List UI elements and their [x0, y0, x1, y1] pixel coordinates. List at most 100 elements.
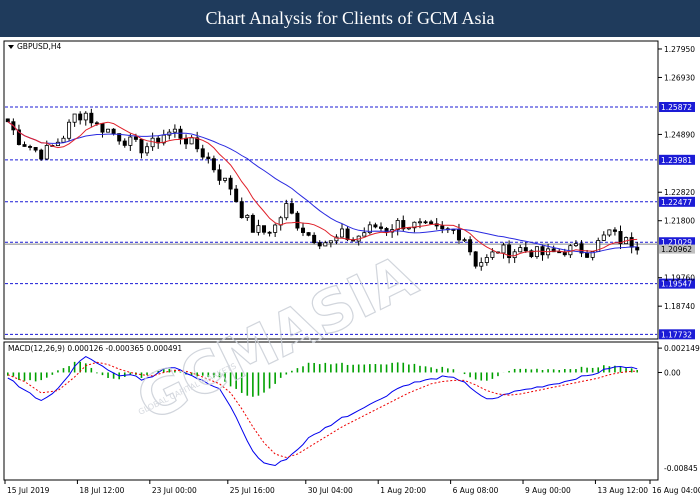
- ma-slow-line: [7, 121, 638, 254]
- candle: [523, 247, 528, 252]
- candle: [378, 226, 383, 229]
- y-tick-label: 1.27950: [664, 45, 695, 54]
- candle: [440, 225, 445, 230]
- macd-layer: [6, 356, 639, 467]
- candle: [100, 123, 105, 133]
- symbol-header: GBPUSD,H4: [8, 42, 62, 51]
- candle: [612, 229, 617, 232]
- candle: [128, 136, 133, 146]
- candle: [501, 244, 506, 254]
- candle: [22, 144, 27, 147]
- candle: [217, 169, 222, 181]
- candle: [106, 128, 111, 133]
- macd-signal-line: [7, 361, 638, 459]
- candle: [223, 177, 228, 181]
- candle: [250, 214, 255, 233]
- current-price-tag: [659, 244, 695, 254]
- candle: [295, 212, 300, 229]
- y-tick-label: 1.26930: [664, 73, 695, 82]
- macd-panel[interactable]: [3, 341, 659, 481]
- y-tick-label: 1.18740: [664, 302, 695, 311]
- candle: [161, 134, 166, 144]
- x-tick-label: 15 Jul 2019: [7, 486, 50, 495]
- level-tag: [659, 237, 695, 248]
- candle: [234, 188, 239, 203]
- price-panel[interactable]: [3, 40, 659, 340]
- candle: [629, 237, 634, 248]
- candle: [267, 231, 272, 234]
- candle: [423, 221, 428, 224]
- candle: [172, 128, 177, 133]
- candle: [145, 146, 150, 154]
- candle: [373, 224, 378, 228]
- candle: [323, 242, 328, 247]
- candle: [507, 244, 512, 259]
- candle: [67, 121, 72, 139]
- candle: [462, 239, 467, 242]
- level-label: 1.21029: [661, 238, 692, 247]
- macd-y-tick-label: 0.002149: [664, 344, 700, 353]
- candle: [206, 156, 211, 160]
- candle: [178, 128, 183, 139]
- candle: [585, 252, 590, 258]
- candle: [490, 251, 495, 258]
- candle: [345, 228, 350, 241]
- level-tag: [659, 278, 695, 289]
- symbol-label: GBPUSD,H4: [17, 42, 62, 51]
- candle: [133, 136, 138, 140]
- x-tick-label: 16 Aug 04:00: [652, 486, 700, 495]
- candle: [78, 113, 83, 121]
- candle: [89, 112, 94, 124]
- candle: [195, 137, 200, 150]
- y-tick-label: 1.19760: [664, 274, 695, 283]
- candle: [417, 221, 422, 224]
- candle: [211, 158, 216, 171]
- y-tick-label: 1.24890: [664, 130, 695, 139]
- candle: [5, 118, 10, 123]
- candle: [245, 214, 250, 219]
- candle: [72, 113, 77, 123]
- page-title: Chart Analysis for Clients of GCM Asia: [205, 8, 495, 28]
- candle: [456, 229, 461, 241]
- candle: [540, 246, 545, 256]
- candle: [601, 234, 606, 241]
- candle: [479, 262, 484, 267]
- x-tick-label: 18 Jul 12:00: [79, 486, 124, 495]
- candle: [412, 221, 417, 229]
- candle: [39, 149, 44, 160]
- current-price-label: 1.20962: [661, 245, 692, 254]
- candle: [117, 133, 122, 142]
- candle: [579, 243, 584, 254]
- dropdown-triangle-icon[interactable]: [8, 45, 14, 49]
- candle: [33, 147, 38, 151]
- candle: [484, 257, 489, 263]
- candle: [61, 137, 66, 143]
- macd-y-tick-label: 0.00: [664, 368, 681, 377]
- chart-area[interactable]: 1.25872 1.23981 1.22477 1.21029 1.19547 1.177…: [0, 37, 700, 500]
- candle: [518, 247, 523, 253]
- candle: [367, 224, 372, 234]
- candle: [184, 137, 189, 145]
- level-tag: [659, 102, 695, 113]
- candle: [573, 243, 578, 247]
- level-label: 1.19547: [661, 280, 692, 289]
- candle: [362, 232, 367, 237]
- candle: [306, 232, 311, 236]
- ma-fast-line: [7, 121, 638, 257]
- candle: [256, 225, 261, 233]
- level-tag: [659, 329, 695, 340]
- macd-label: MACD(12,26,9) 0.000126 -0.000365 0.00049…: [8, 344, 182, 353]
- level-label: 1.22477: [661, 198, 692, 207]
- level-tag: [659, 154, 695, 165]
- header-banner: Chart Analysis for Clients of GCM Asia: [0, 0, 700, 37]
- candle: [200, 148, 205, 158]
- x-tick-label: 25 Jul 16:00: [230, 486, 275, 495]
- candle: [384, 228, 389, 233]
- candle: [139, 139, 144, 154]
- candle: [189, 137, 194, 145]
- candle: [317, 242, 322, 247]
- candle: [429, 221, 434, 225]
- candle: [44, 145, 49, 160]
- candle: [262, 225, 267, 233]
- candle: [111, 128, 116, 135]
